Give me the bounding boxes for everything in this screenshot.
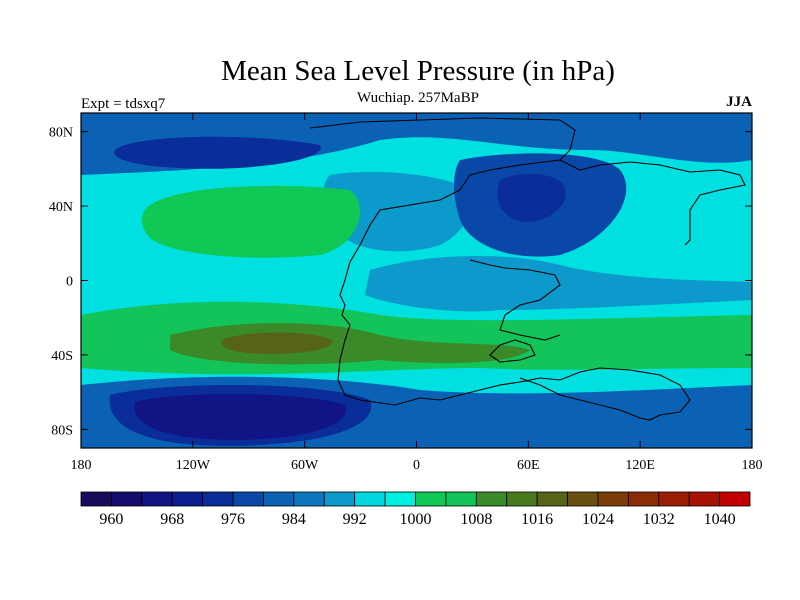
x-axis: 180 120W 60W 0 60E 120E 180 xyxy=(71,113,763,473)
field-continental-low-core xyxy=(497,173,566,222)
colorbar-swatch xyxy=(627,491,660,507)
field-north-pacific-high xyxy=(141,185,360,258)
colorbar-swatch xyxy=(202,491,234,507)
colorbar-swatch xyxy=(536,491,568,507)
colorbar-label: 976 xyxy=(221,511,245,528)
y-tick-label: 40S xyxy=(51,349,73,364)
colorbar-swatch xyxy=(384,491,416,507)
x-tick-label: 60W xyxy=(291,458,319,473)
colorbar-swatch xyxy=(475,491,508,507)
colorbar-label: 1000 xyxy=(400,511,432,528)
coastline-arabia xyxy=(489,339,536,363)
colorbar-label: 960 xyxy=(99,511,123,528)
colorbar-label: 1040 xyxy=(704,511,736,528)
colorbar-label: 1008 xyxy=(460,511,492,528)
colorbar-swatch xyxy=(567,491,599,507)
colorbar-swatch xyxy=(80,491,112,507)
colorbar-swatch xyxy=(445,491,477,507)
colorbar-swatch xyxy=(597,491,629,507)
colorbar-swatch xyxy=(171,491,204,507)
chart-subtitle: Wuchiap. 257MaBP xyxy=(357,90,479,106)
y-tick-label: 80N xyxy=(49,126,73,141)
coastline-north-pangea xyxy=(309,117,576,406)
colorbar-swatch xyxy=(141,491,173,507)
colorbar-swatch xyxy=(415,491,447,507)
colorbar-label: 992 xyxy=(343,511,367,528)
coastlines xyxy=(309,117,746,421)
coastline-east-pangea xyxy=(559,159,746,246)
field-southern-low-core xyxy=(134,394,346,440)
colorbar: 960 968 976 984 992 1000 1008 1016 1024 1032 1040 xyxy=(80,491,751,528)
colorbar-swatch xyxy=(263,491,295,507)
y-tick-label: 0 xyxy=(66,275,73,290)
colorbar-swatch xyxy=(232,491,264,507)
y-axis: 80N 40N 0 40S 80S xyxy=(49,126,752,438)
field-north-atlantic-trough xyxy=(323,172,471,252)
colorbar-swatch xyxy=(111,491,143,507)
colorbar-swatch xyxy=(688,491,720,507)
colorbar-swatch xyxy=(354,491,386,507)
colorbar-label: 1032 xyxy=(643,511,675,528)
field-arctic-low-core xyxy=(114,136,321,169)
colorbar-swatch xyxy=(323,491,356,507)
season-label: JJA xyxy=(726,94,752,110)
colorbar-label: 968 xyxy=(160,511,184,528)
y-tick-label: 80S xyxy=(51,423,73,438)
coastline-gondwana-south xyxy=(394,367,691,421)
colorbar-label: 1016 xyxy=(521,511,553,528)
colorbar-swatch xyxy=(506,491,538,507)
x-tick-label: 120W xyxy=(176,458,211,473)
experiment-label: Expt = tdsxq7 xyxy=(81,96,166,112)
pressure-field xyxy=(81,113,752,448)
colorbar-label: 984 xyxy=(282,511,306,528)
colorbar-swatch xyxy=(293,491,325,507)
x-tick-label: 120E xyxy=(625,458,655,473)
colorbar-swatch xyxy=(658,491,690,507)
field-ridge-core xyxy=(221,332,333,354)
field-tropical-band xyxy=(365,255,752,312)
colorbar-swatch xyxy=(719,491,751,507)
x-tick-label: 0 xyxy=(413,458,420,473)
chart-title: Mean Sea Level Pressure (in hPa) xyxy=(221,55,615,87)
colorbar-label: 1024 xyxy=(582,511,614,528)
x-tick-label: 60E xyxy=(517,458,540,473)
x-tick-label: 180 xyxy=(742,458,763,473)
x-tick-label: 180 xyxy=(71,458,92,473)
y-tick-label: 40N xyxy=(49,200,73,215)
coastline-tethys xyxy=(469,259,561,341)
